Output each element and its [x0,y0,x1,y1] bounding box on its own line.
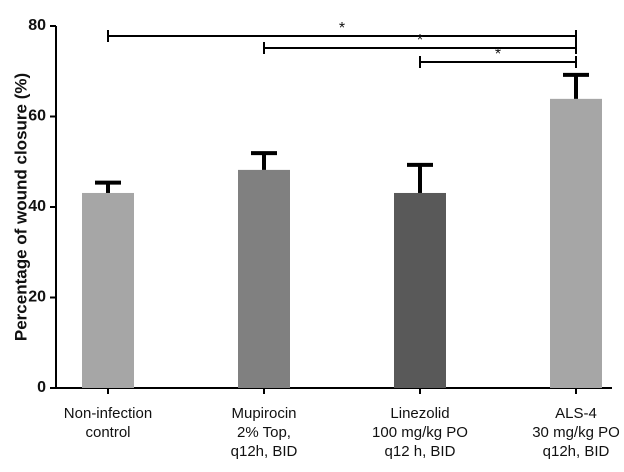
bar [238,169,290,388]
x-tick-label: Non-infection control [64,405,152,441]
x-tick-label: Linezolid 100 mg/kg PO q12 h, BID [372,405,468,460]
error-bar [407,162,433,193]
y-tick-label: 40 [28,198,46,215]
y-axis-label: Percentage of wound closure (%) [11,73,30,341]
x-tick-label: ALS-4 30 mg/kg PO q12h, BID [532,405,620,460]
y-tick-label: 0 [37,379,46,396]
error-bar [251,151,277,170]
significance-label: * [417,32,423,49]
x-tick-label: Mupirocin 2% Top, q12h, BID [231,405,298,460]
significance-label: * [339,20,345,37]
error-bar [95,180,121,193]
significance-bracket [107,30,577,42]
bar [394,192,446,388]
y-tick-label: 60 [28,108,46,125]
bar [550,98,602,388]
y-tick-label: 20 [28,289,46,306]
error-bar [563,72,589,99]
significance-bracket [419,56,577,68]
y-tick-label: 80 [28,17,46,34]
significance-label: * [495,46,501,63]
significance-bracket [263,42,577,54]
bar [82,192,134,388]
